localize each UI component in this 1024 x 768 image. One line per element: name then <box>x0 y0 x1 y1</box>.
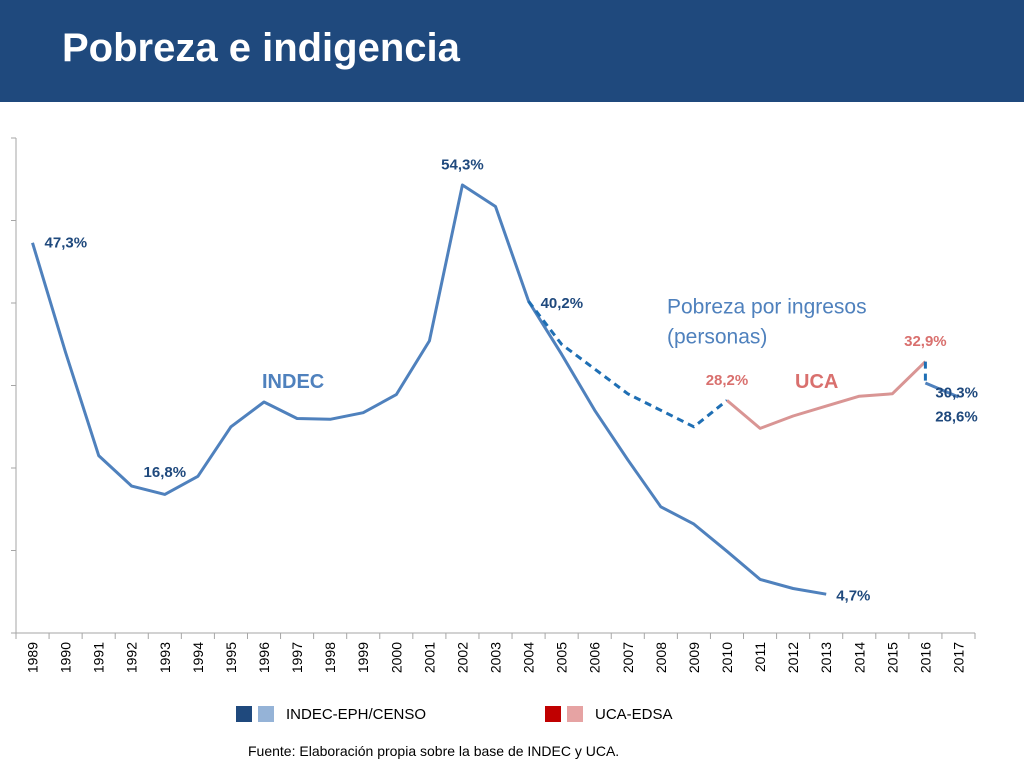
data-point-indec_main <box>362 411 365 414</box>
data-point-indec_main <box>296 417 299 420</box>
data-label: 4,7% <box>836 588 870 605</box>
data-point-indec_alt <box>692 425 695 428</box>
data-point-indec_main <box>31 241 34 244</box>
data-point-uca <box>825 405 828 408</box>
x-tick-label: 2008 <box>653 642 669 673</box>
data-point-uca <box>759 427 762 430</box>
x-tick-label: 2012 <box>785 642 801 673</box>
legend-swatch-uca-dark <box>545 706 561 723</box>
page-title: Pobreza e indigencia <box>62 26 460 70</box>
x-tick-label: 2001 <box>421 642 437 673</box>
x-tick-label: 1994 <box>190 642 206 673</box>
x-tick-label: 2014 <box>851 642 867 673</box>
x-tick-label: 2009 <box>686 642 702 673</box>
data-label: 16,8% <box>144 464 187 481</box>
data-point-indec_main <box>461 184 464 187</box>
x-tick-label: 1996 <box>256 642 272 673</box>
data-point-indec_main <box>163 493 166 496</box>
data-label: 40,2% <box>541 295 584 312</box>
data-point-indec_main <box>196 475 199 478</box>
legend-item-uca: UCA-EDSA <box>545 705 673 727</box>
data-point-indec_main <box>64 351 67 354</box>
x-tick-label: 1991 <box>91 642 107 673</box>
data-point-indec_main <box>759 578 762 581</box>
x-tick-label: 2016 <box>917 642 933 673</box>
annotation-uca: UCA <box>795 371 838 393</box>
x-tick-label: 2006 <box>587 642 603 673</box>
data-point-indec_alt <box>626 392 629 395</box>
data-point-connector_2016 <box>924 360 927 363</box>
series-line-uca <box>726 360 927 430</box>
legend-label-indec: INDEC-EPH/CENSO <box>286 705 427 723</box>
data-point-indec_main <box>229 425 232 428</box>
x-tick-label: 1993 <box>157 642 173 673</box>
series-line-indec_recent <box>924 381 960 399</box>
legend-item-indec: INDEC-EPH/CENSO <box>236 705 426 727</box>
data-point-indec_main <box>395 393 398 396</box>
x-tick-label: 1998 <box>322 642 338 673</box>
legend-label-uca: UCA-EDSA <box>595 705 673 723</box>
x-tick-label: 2007 <box>620 642 636 673</box>
x-tick-label: 1992 <box>124 642 140 673</box>
x-tick-label: 2000 <box>388 642 404 673</box>
data-point-uca <box>725 399 728 402</box>
x-tick-label: 2005 <box>554 642 570 673</box>
data-label: 30,3% <box>935 385 978 402</box>
x-tick-label: 2011 <box>752 642 768 672</box>
data-label: 54,3% <box>441 157 484 174</box>
data-point-indec_alt <box>527 300 530 303</box>
annotation-note1: Pobreza por ingresos <box>667 296 867 319</box>
data-point-uca <box>792 415 795 418</box>
data-label: 28,2% <box>706 372 749 389</box>
x-tick-label: 2003 <box>488 642 504 673</box>
data-point-indec_main <box>626 458 629 461</box>
x-tick-label: 1999 <box>355 642 371 673</box>
data-point-indec_main <box>130 485 133 488</box>
data-point-indec_main <box>692 523 695 526</box>
data-point-uca <box>891 392 894 395</box>
data-label: 28,6% <box>935 409 978 426</box>
x-tick-label: 2002 <box>454 642 470 673</box>
x-tick-label: 2004 <box>521 642 537 673</box>
x-tick-label: 2010 <box>719 642 735 673</box>
data-point-indec_main <box>494 205 497 208</box>
data-point-indec_main <box>792 587 795 590</box>
data-point-uca <box>858 395 861 398</box>
data-point-indec_main <box>329 418 332 421</box>
legend-swatch-indec-light <box>258 706 274 723</box>
x-tick-label: 1995 <box>223 642 239 673</box>
x-tick-label: 2015 <box>884 642 900 673</box>
data-label: 47,3% <box>45 234 88 251</box>
data-point-indec_alt <box>593 368 596 371</box>
data-point-connector_2016 <box>924 382 927 385</box>
data-point-indec_main <box>659 505 662 508</box>
series-line-indec_main <box>31 183 827 596</box>
annotation-note2: (personas) <box>667 326 767 349</box>
x-tick-label: 2017 <box>950 642 966 673</box>
x-tick-label: 1997 <box>289 642 305 673</box>
legend-swatch-uca-light <box>567 706 583 723</box>
legend-swatch-indec-dark <box>236 706 252 723</box>
data-point-indec_alt <box>659 409 662 412</box>
data-point-indec_main <box>97 454 100 457</box>
title-bar: Pobreza e indigencia <box>0 0 1024 102</box>
data-label: 32,9% <box>904 333 947 350</box>
data-point-indec_alt <box>560 343 563 346</box>
data-point-indec_main <box>825 593 828 596</box>
data-point-indec_main <box>593 409 596 412</box>
data-point-indec_main <box>725 550 728 553</box>
x-tick-label: 1989 <box>25 642 41 673</box>
annotation-indec: INDEC <box>262 371 324 393</box>
x-tick-label: 1990 <box>58 642 74 673</box>
data-point-indec_main <box>263 401 266 404</box>
series-line-indec_alt <box>527 300 728 429</box>
data-point-indec_main <box>560 353 563 356</box>
data-point-indec_main <box>428 339 431 342</box>
source-note: Fuente: Elaboración propia sobre la base… <box>248 743 620 759</box>
x-tick-label: 2013 <box>818 642 834 673</box>
